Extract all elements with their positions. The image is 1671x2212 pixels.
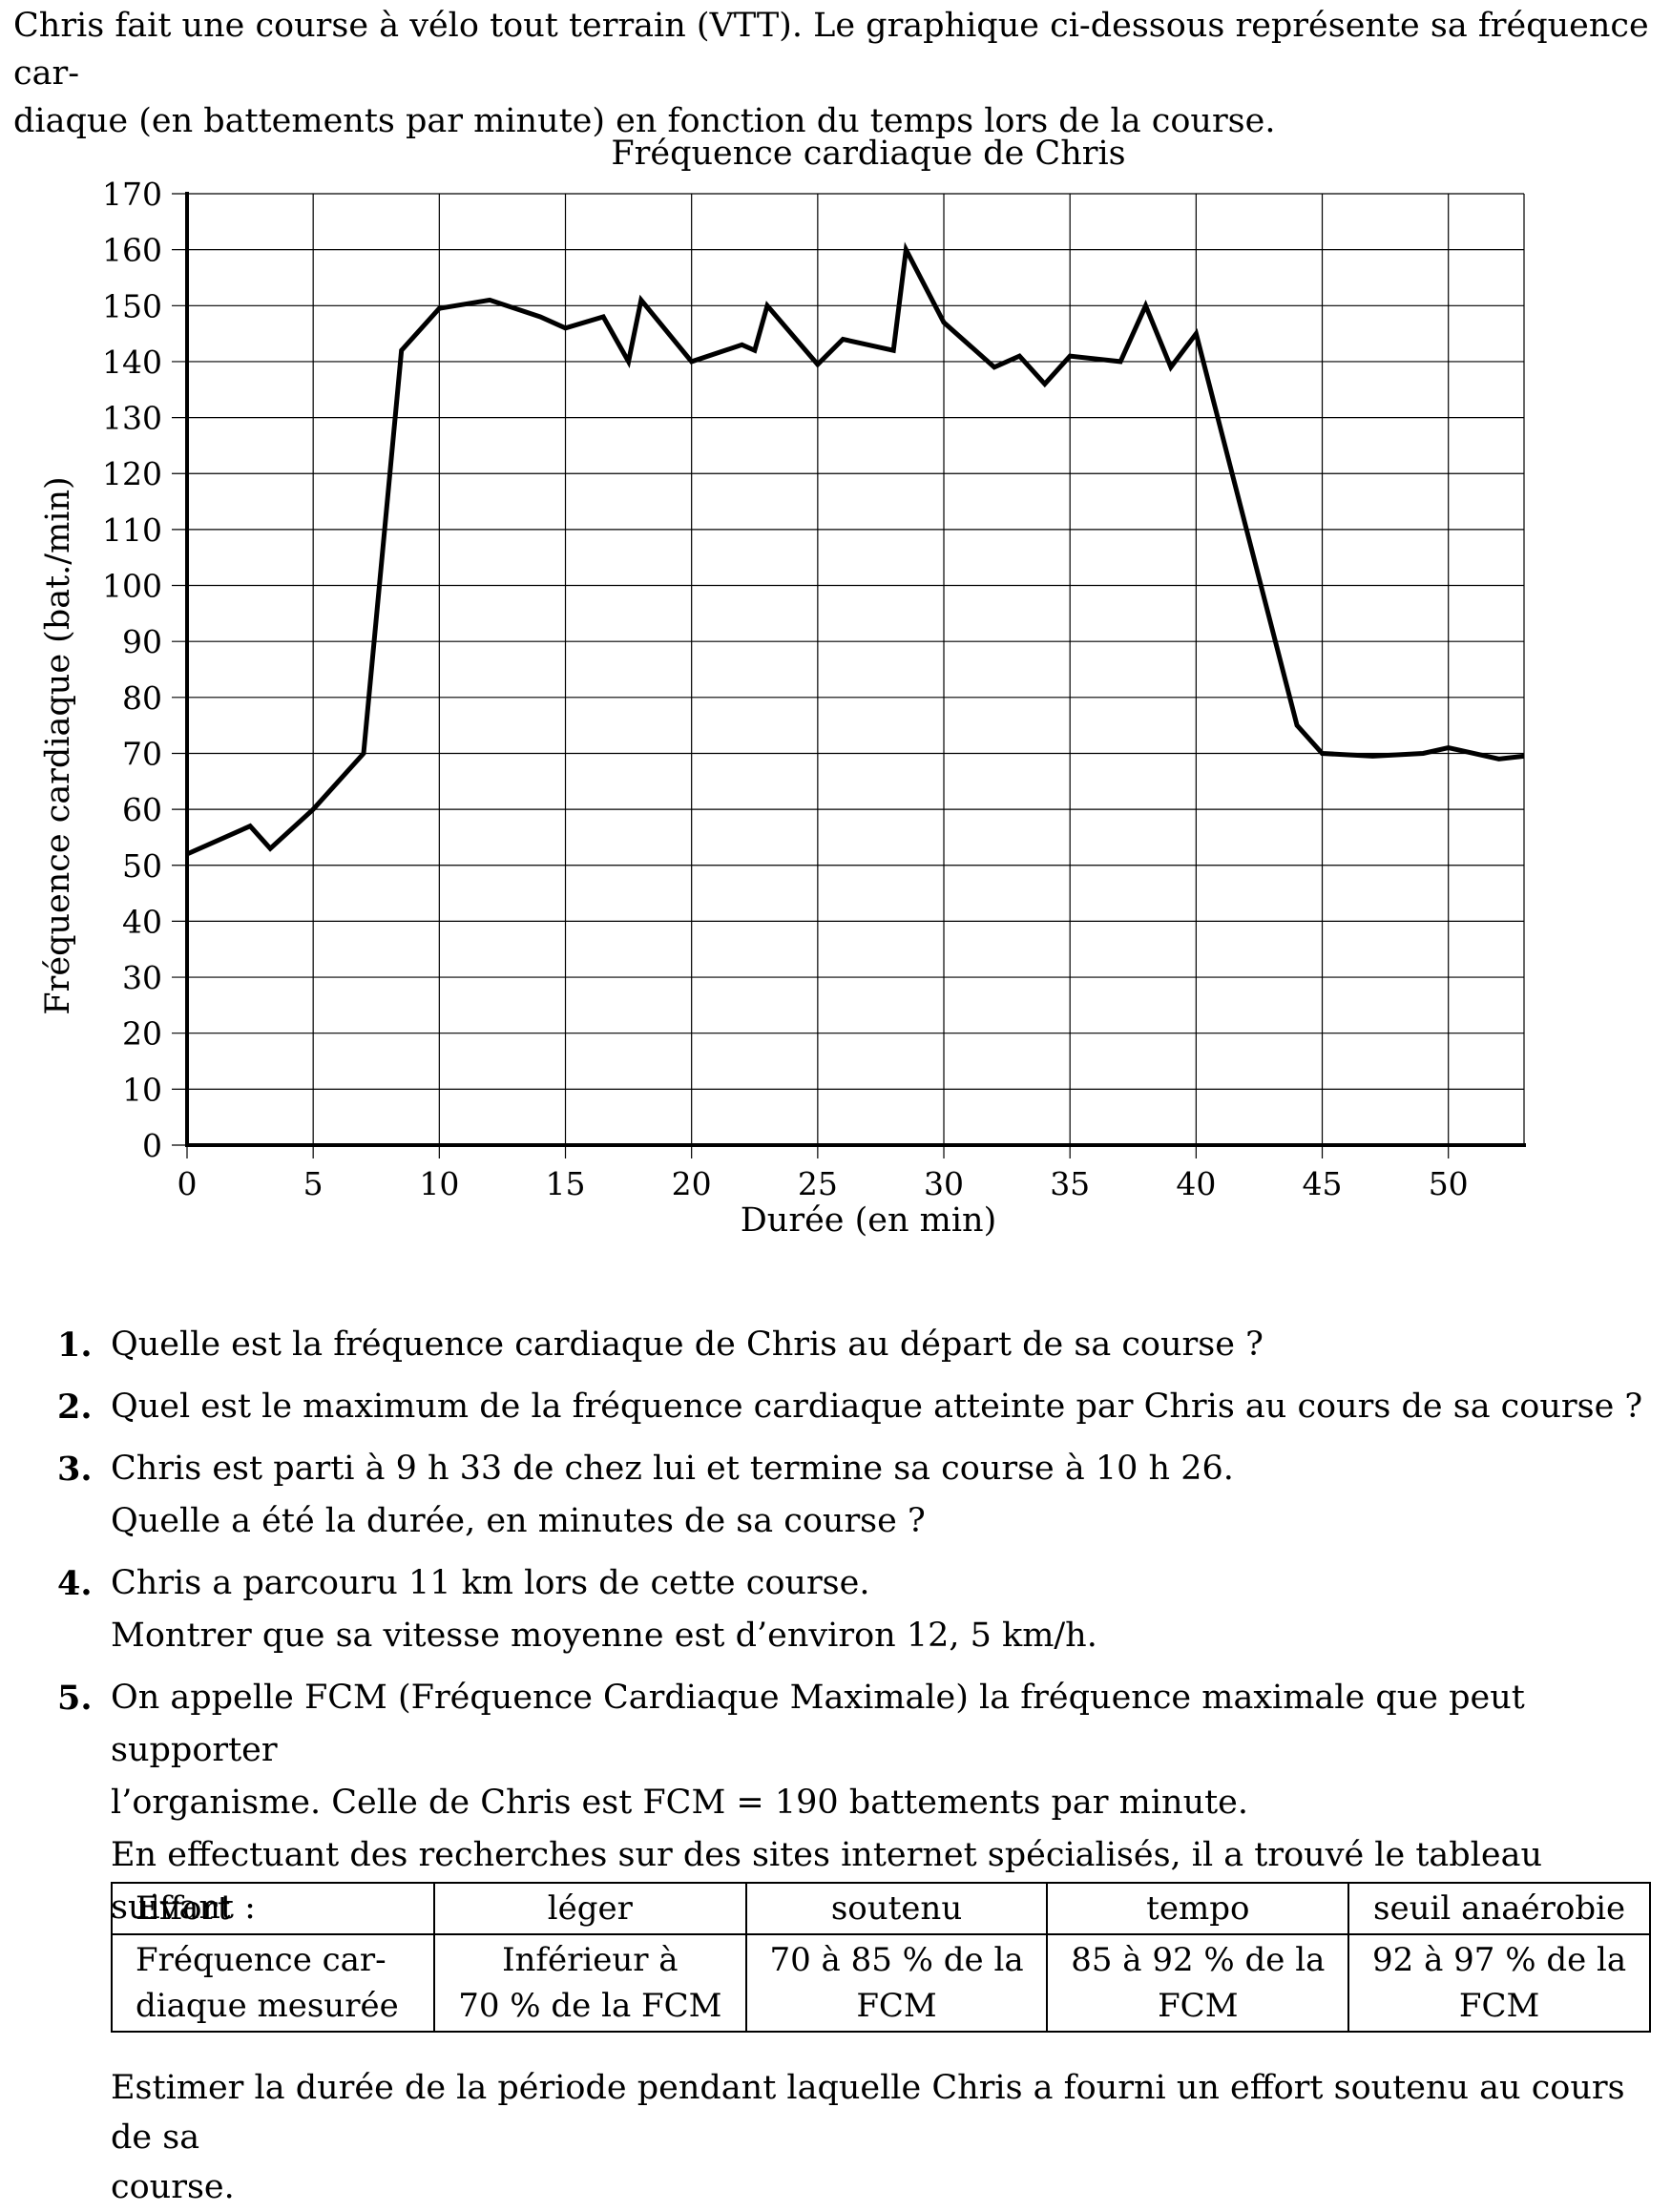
x-tick-label: 35 bbox=[1050, 1165, 1090, 1202]
question-text: l’organisme. Celle de Chris est FCM = 19… bbox=[111, 1784, 1249, 1822]
table-cell: tempo bbox=[1046, 1882, 1350, 1935]
y-axis-label: Fréquence cardiaque (bat./min) bbox=[39, 476, 77, 1014]
y-tick-label: 20 bbox=[122, 1015, 162, 1053]
cell-line: 70 à 85 % de la bbox=[769, 1941, 1024, 1979]
x-tick-label: 0 bbox=[178, 1165, 198, 1202]
y-tick-label: 160 bbox=[102, 232, 162, 269]
y-tick-label: 10 bbox=[122, 1071, 162, 1108]
table-cell: 92 à 97 % de la FCM bbox=[1347, 1933, 1651, 2033]
question-text: Montrer que sa vitesse moyenne est d’env… bbox=[111, 1617, 1097, 1655]
table-cell: seuil anaérobie bbox=[1347, 1882, 1651, 1935]
final-question: Estimer la durée de la période pendant l… bbox=[111, 2063, 1657, 2212]
table-cell: Fréquence car- diaque mesurée bbox=[111, 1933, 435, 2033]
question-item: 3. Chris est parti à 9 h 33 de chez lui e… bbox=[57, 1443, 1661, 1548]
x-tick-label: 5 bbox=[303, 1165, 324, 1202]
table-cell: léger bbox=[433, 1882, 747, 1935]
question-list: 1. Quelle est la fréquence cardiaque de C… bbox=[57, 1319, 1661, 1944]
table-cell: Effort bbox=[111, 1882, 435, 1935]
y-tick-label: 150 bbox=[102, 287, 162, 324]
chart-title: Fréquence cardiaque de Chris bbox=[611, 135, 1125, 173]
y-tick-label: 40 bbox=[122, 903, 162, 940]
question-item: 4. Chris a parcouru 11 km lors de cette c… bbox=[57, 1557, 1661, 1662]
heart-rate-chart: 0102030405060708090100110120130140150160… bbox=[39, 135, 1526, 1240]
cell-line: FCM bbox=[856, 1987, 937, 2025]
question-text: Quelle est la fréquence cardiaque de Chr… bbox=[111, 1325, 1264, 1364]
y-tick-label: 70 bbox=[122, 735, 162, 772]
y-tick-label: 30 bbox=[122, 959, 162, 996]
table-cell: Inférieur à 70 % de la FCM bbox=[433, 1933, 747, 2033]
table-cell: 70 à 85 % de la FCM bbox=[744, 1933, 1049, 2033]
x-tick-label: 45 bbox=[1303, 1165, 1343, 1202]
series-line bbox=[185, 241, 1525, 857]
table-row: Fréquence car- diaque mesurée Inférieur … bbox=[111, 1933, 1651, 2033]
x-tick-label: 20 bbox=[672, 1165, 712, 1202]
question-number: 4. bbox=[57, 1564, 93, 1603]
question-text: Quel est le maximum de la fréquence card… bbox=[111, 1388, 1643, 1426]
effort-table: Effort léger soutenu tempo seuil anaérob… bbox=[111, 1882, 1651, 2033]
question-number: 2. bbox=[57, 1388, 93, 1427]
y-tick-label: 80 bbox=[122, 679, 162, 717]
question-number: 5. bbox=[57, 1679, 93, 1718]
question-text: Chris a parcouru 11 km lors de cette cou… bbox=[111, 1564, 870, 1602]
y-tick-label: 90 bbox=[122, 623, 162, 660]
x-axis-label: Durée (en min) bbox=[741, 1201, 997, 1240]
x-tick-label: 30 bbox=[924, 1165, 964, 1202]
y-tick-label: 130 bbox=[102, 400, 162, 437]
intro-line-2: diaque (en battements par minute) en fon… bbox=[13, 102, 1276, 140]
question-text: On appelle FCM (Fréquence Cardiaque Maxi… bbox=[111, 1679, 1525, 1769]
table-cell: 85 à 92 % de la FCM bbox=[1046, 1933, 1350, 2033]
question-text: Quelle a été la durée, en minutes de sa … bbox=[111, 1502, 926, 1540]
final-line-2: course. bbox=[111, 2168, 235, 2206]
x-tick-label: 50 bbox=[1429, 1165, 1469, 1202]
x-tick-label: 25 bbox=[798, 1165, 838, 1202]
table-cell: soutenu bbox=[744, 1882, 1049, 1935]
cell-line: Inférieur à bbox=[502, 1941, 679, 1979]
cell-line: FCM bbox=[1458, 1987, 1540, 2025]
intro-paragraph: Chris fait une course à vélo tout terrai… bbox=[13, 2, 1655, 145]
cell-line: 85 à 92 % de la bbox=[1071, 1941, 1326, 1979]
question-number: 3. bbox=[57, 1450, 93, 1489]
question-text: Chris est parti à 9 h 33 de chez lui et … bbox=[111, 1450, 1234, 1488]
x-tick-label: 40 bbox=[1176, 1165, 1216, 1202]
cell-line: 70 % de la FCM bbox=[458, 1987, 722, 2025]
y-tick-label: 60 bbox=[122, 791, 162, 828]
x-tick-label: 15 bbox=[546, 1165, 586, 1202]
cell-line: FCM bbox=[1158, 1987, 1239, 2025]
question-number: 1. bbox=[57, 1325, 93, 1365]
x-tick-label: 10 bbox=[419, 1165, 459, 1202]
y-tick-label: 170 bbox=[102, 176, 162, 213]
intro-line-1: Chris fait une course à vélo tout terrai… bbox=[13, 7, 1649, 93]
y-tick-label: 100 bbox=[102, 568, 162, 605]
y-tick-label: 140 bbox=[102, 344, 162, 381]
final-line-1: Estimer la durée de la période pendant l… bbox=[111, 2069, 1625, 2157]
cell-line: diaque mesurée bbox=[136, 1987, 399, 2025]
table-row: Effort léger soutenu tempo seuil anaérob… bbox=[111, 1882, 1651, 1935]
y-tick-label: 50 bbox=[122, 847, 162, 885]
question-item: 2. Quel est le maximum de la fréquence ca… bbox=[57, 1381, 1661, 1433]
question-item: 5. On appelle FCM (Fréquence Cardiaque Ma… bbox=[57, 1672, 1661, 1934]
question-item: 1. Quelle est la fréquence cardiaque de C… bbox=[57, 1319, 1661, 1371]
y-tick-label: 110 bbox=[102, 511, 162, 549]
cell-line: Fréquence car- bbox=[136, 1941, 386, 1979]
y-tick-label: 120 bbox=[102, 455, 162, 492]
cell-line: 92 à 97 % de la bbox=[1372, 1941, 1627, 1979]
y-tick-label: 0 bbox=[142, 1127, 162, 1164]
